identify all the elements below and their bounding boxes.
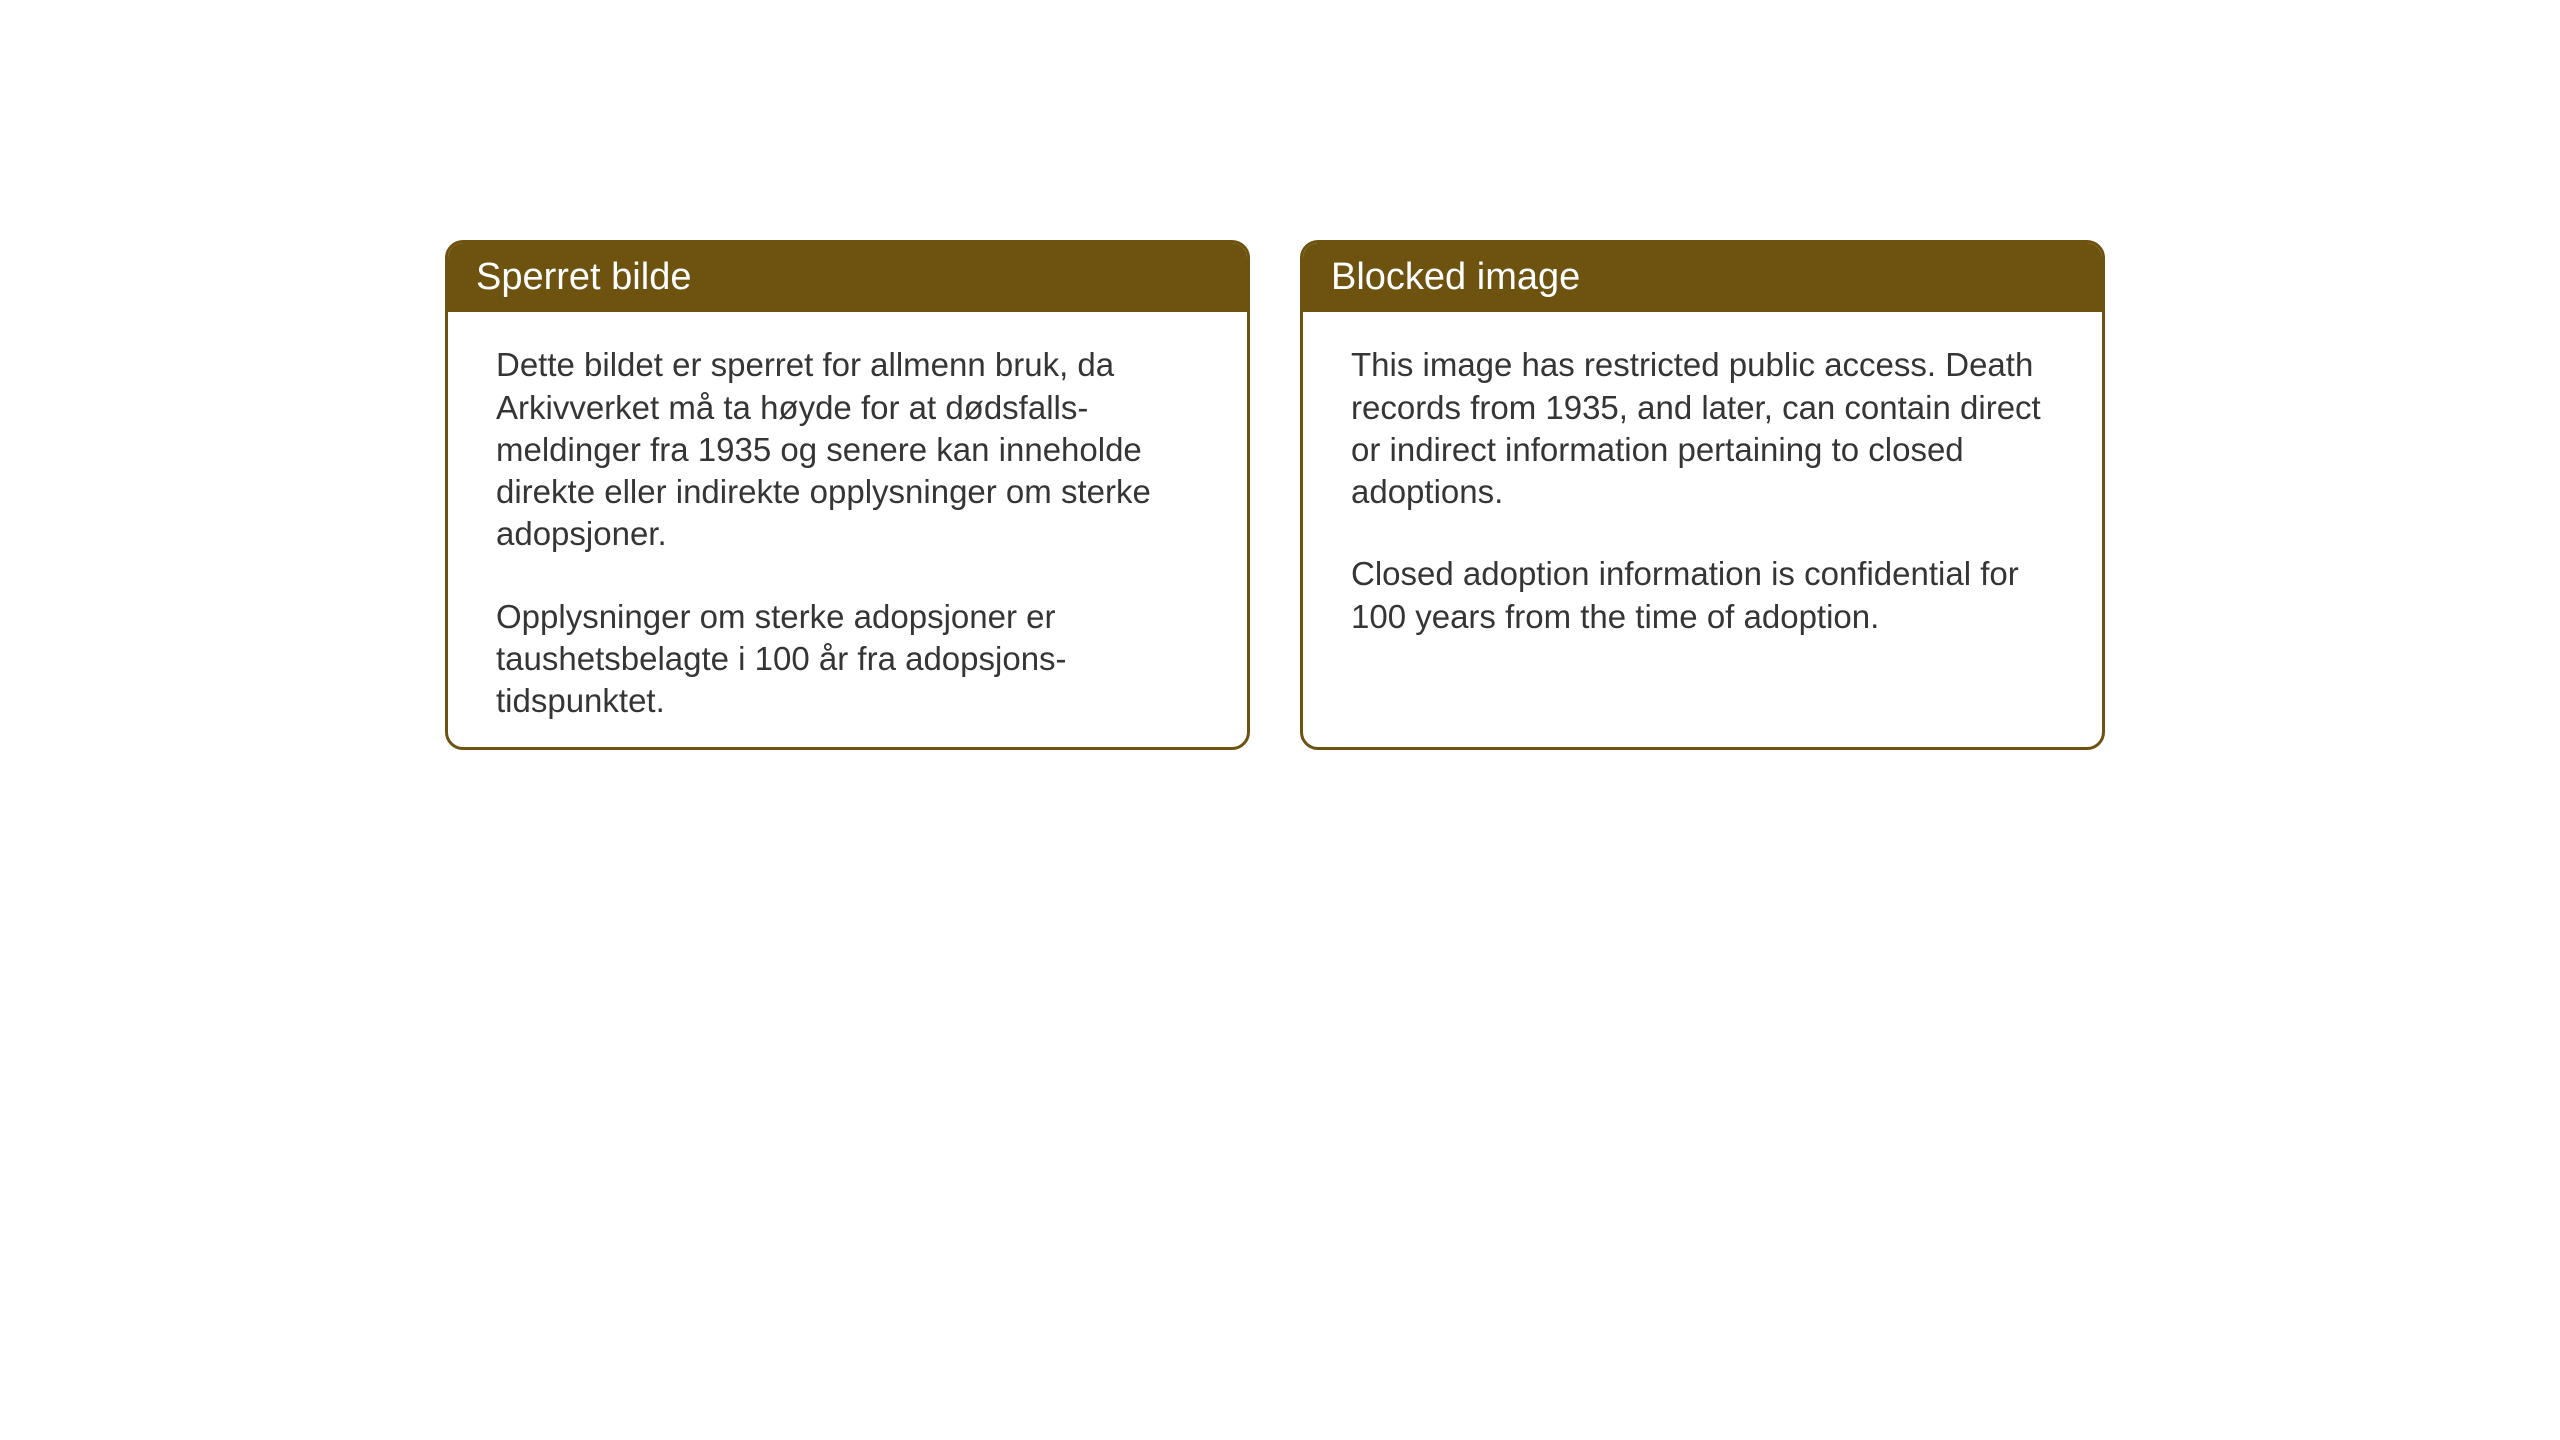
- notice-paragraph-1-english: This image has restricted public access.…: [1351, 344, 2054, 513]
- notice-box-norwegian: Sperret bilde Dette bildet er sperret fo…: [445, 240, 1250, 750]
- notice-header-english: Blocked image: [1303, 243, 2102, 312]
- notice-body-norwegian: Dette bildet er sperret for allmenn bruk…: [448, 312, 1247, 750]
- notice-paragraph-1-norwegian: Dette bildet er sperret for allmenn bruk…: [496, 344, 1199, 555]
- notice-header-norwegian: Sperret bilde: [448, 243, 1247, 312]
- notice-container: Sperret bilde Dette bildet er sperret fo…: [445, 240, 2105, 750]
- notice-paragraph-2-norwegian: Opplysninger om sterke adopsjoner er tau…: [496, 596, 1199, 723]
- notice-box-english: Blocked image This image has restricted …: [1300, 240, 2105, 750]
- notice-body-english: This image has restricted public access.…: [1303, 312, 2102, 669]
- notice-paragraph-2-english: Closed adoption information is confident…: [1351, 553, 2054, 637]
